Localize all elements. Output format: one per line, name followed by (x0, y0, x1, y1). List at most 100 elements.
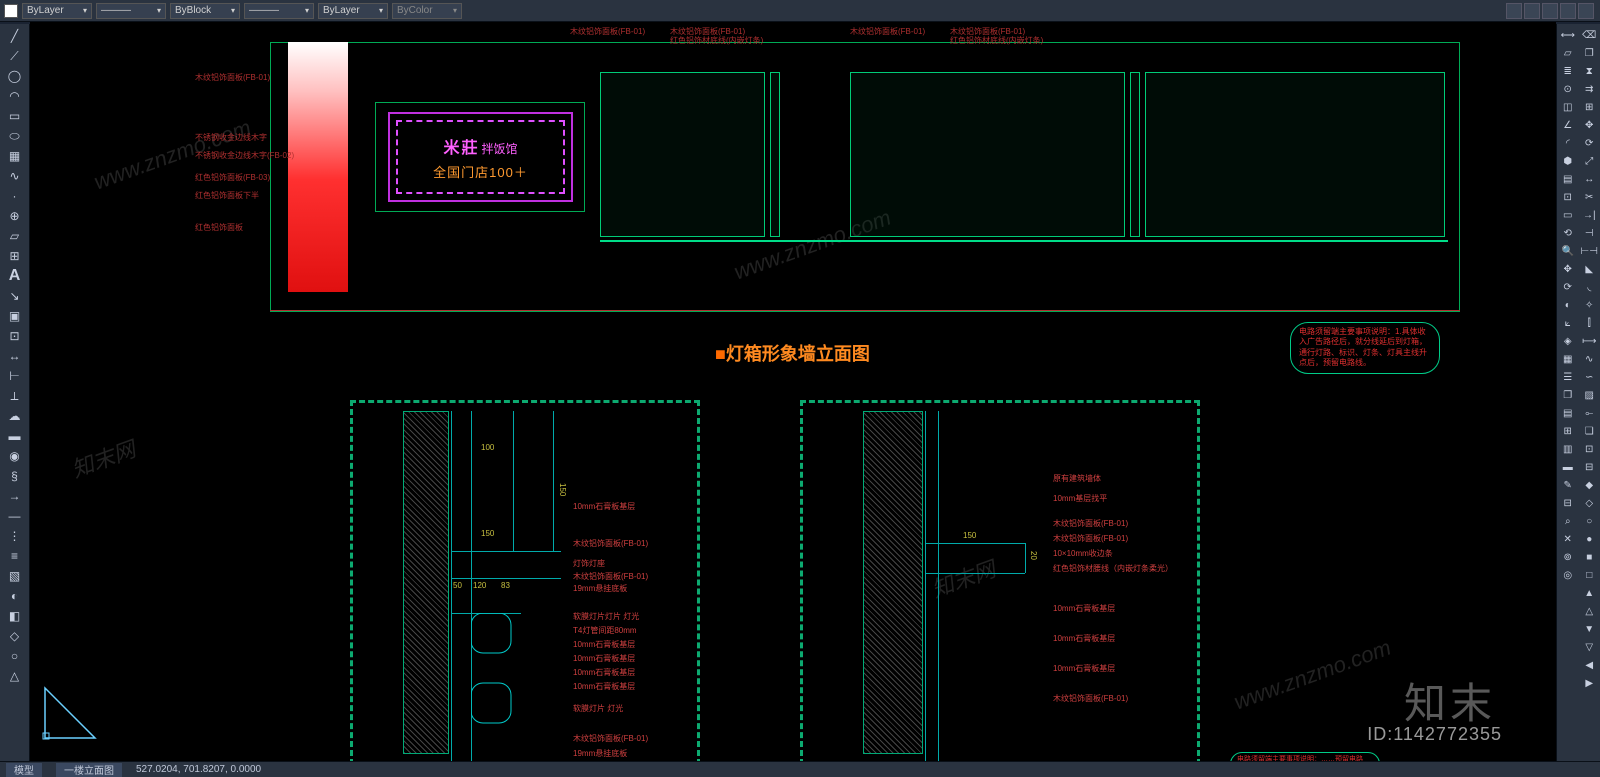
copy-icon[interactable]: ❐ (1579, 44, 1599, 62)
construct-icon[interactable]: ⊕ (2, 206, 28, 226)
massprop-icon[interactable]: ◫ (1558, 98, 1578, 116)
sheet-icon[interactable]: ▬ (1558, 458, 1578, 476)
mirror-icon[interactable]: ⧗ (1579, 62, 1599, 80)
table-icon[interactable]: ⊞ (2, 246, 28, 266)
quickcalc-icon[interactable]: ▤ (1558, 170, 1578, 188)
xline-icon[interactable]: — (2, 506, 28, 526)
circle-icon[interactable]: ◯ (2, 66, 28, 86)
more12-icon[interactable]: ▽ (1579, 638, 1599, 656)
more10-icon[interactable]: △ (1579, 602, 1599, 620)
model-canvas[interactable]: www.znzmo.com 知末网 www.znzmo.com 知末网 www.… (30, 22, 1556, 761)
3d-icon[interactable]: ◈ (1558, 332, 1578, 350)
hatchedit-icon[interactable]: ▨ (1579, 386, 1599, 404)
ucs-icon[interactable]: ⟀ (1558, 314, 1578, 332)
angle-icon[interactable]: ∠ (1558, 116, 1578, 134)
donut-icon[interactable]: ◉ (2, 446, 28, 466)
spline-icon[interactable]: ∿ (2, 166, 28, 186)
tp-icon[interactable]: ▥ (1558, 440, 1578, 458)
id-icon[interactable]: ⊙ (1558, 80, 1578, 98)
layer-icon[interactable]: ❐ (1558, 386, 1578, 404)
prop-icon-2[interactable] (1524, 3, 1540, 19)
mtext-icon[interactable]: A (2, 266, 28, 286)
dim-icon[interactable]: ↔ (2, 346, 28, 366)
mark-icon[interactable]: ✎ (1558, 476, 1578, 494)
matchprop-icon[interactable]: ⟜ (1579, 404, 1599, 422)
explode-icon[interactable]: ✧ (1579, 296, 1599, 314)
fillet-icon[interactable]: ◟ (1579, 278, 1599, 296)
color-dropdown[interactable]: ByColor (392, 3, 462, 19)
spare1-icon[interactable]: ◇ (2, 626, 28, 646)
ray-icon[interactable]: → (2, 486, 28, 506)
dim2-icon[interactable]: ⊢ (2, 366, 28, 386)
more6-icon[interactable]: ● (1579, 530, 1599, 548)
erase-icon[interactable]: ⌫ (1579, 26, 1599, 44)
group-icon[interactable]: ⊡ (1579, 440, 1599, 458)
props-icon[interactable]: ▤ (1558, 404, 1578, 422)
draworder-icon[interactable]: ❏ (1579, 422, 1599, 440)
rotate-icon[interactable]: ⟳ (1579, 134, 1599, 152)
more4-icon[interactable]: ◇ (1579, 494, 1599, 512)
boundary-icon[interactable]: ▧ (2, 566, 28, 586)
lengthen-icon[interactable]: ⟼ (1579, 332, 1599, 350)
zoom-win-icon[interactable]: ▭ (1558, 206, 1578, 224)
block-icon[interactable]: ▣ (2, 306, 28, 326)
more5-icon[interactable]: ○ (1579, 512, 1599, 530)
more14-icon[interactable]: ▶ (1579, 674, 1599, 692)
measure-icon[interactable]: ≡ (2, 546, 28, 566)
gradient-icon[interactable]: ◧ (2, 606, 28, 626)
prop-icon-5[interactable] (1578, 3, 1594, 19)
ellipse-icon[interactable]: ⬭ (2, 126, 28, 146)
dim3-icon[interactable]: ⟂ (2, 386, 28, 406)
pedit-icon[interactable]: ∿ (1579, 350, 1599, 368)
layer2-dropdown[interactable]: ByLayer (318, 3, 388, 19)
lineweight-dropdown[interactable]: ——— (96, 3, 166, 19)
radius-icon[interactable]: ◜ (1558, 134, 1578, 152)
array-icon[interactable]: ⊞ (1579, 98, 1599, 116)
block-dropdown[interactable]: ByBlock (170, 3, 240, 19)
spare3-icon[interactable]: △ (2, 666, 28, 686)
more8-icon[interactable]: □ (1579, 566, 1599, 584)
divide-icon[interactable]: ⋮ (2, 526, 28, 546)
list-icon[interactable]: ≣ (1558, 62, 1578, 80)
prop-icon-3[interactable] (1542, 3, 1558, 19)
dist-icon[interactable]: ⟷ (1558, 26, 1578, 44)
ungroup-icon[interactable]: ⊟ (1579, 458, 1599, 476)
pan-icon[interactable]: ✥ (1558, 260, 1578, 278)
spare2-icon[interactable]: ○ (2, 646, 28, 666)
revision-icon[interactable]: ◐ (2, 586, 28, 606)
insert-icon[interactable]: ⊡ (2, 326, 28, 346)
line-icon[interactable]: ╱ (2, 26, 28, 46)
linetype-dropdown[interactable]: ——— (244, 3, 314, 19)
vs-icon[interactable]: ◐ (1558, 296, 1578, 314)
wipeout-icon[interactable]: ▬ (2, 426, 28, 446)
orbit-icon[interactable]: ⟳ (1558, 278, 1578, 296)
splinedit-icon[interactable]: ∽ (1579, 368, 1599, 386)
layer-dropdown[interactable]: ByLayer (22, 3, 92, 19)
point-icon[interactable]: · (2, 186, 28, 206)
hatch-icon[interactable]: ▦ (2, 146, 28, 166)
prop-icon-4[interactable] (1560, 3, 1576, 19)
more1-icon[interactable]: ⊚ (1558, 548, 1578, 566)
extend-icon[interactable]: →| (1579, 206, 1599, 224)
dbconn-icon[interactable]: ⊟ (1558, 494, 1578, 512)
move-icon[interactable]: ✥ (1579, 116, 1599, 134)
region-icon[interactable]: ▱ (2, 226, 28, 246)
rect-icon[interactable]: ▭ (2, 106, 28, 126)
volume-icon[interactable]: ⬢ (1558, 152, 1578, 170)
polyline-icon[interactable]: ⟋ (2, 46, 28, 66)
align-icon[interactable]: ⫿ (1579, 314, 1599, 332)
color-swatch[interactable] (4, 4, 18, 18)
more11-icon[interactable]: ▼ (1579, 620, 1599, 638)
prop-icon-1[interactable] (1506, 3, 1522, 19)
join-icon[interactable]: ⊢⊣ (1579, 242, 1599, 260)
zoom-ext-icon[interactable]: ⊡ (1558, 188, 1578, 206)
offset-icon[interactable]: ⇉ (1579, 80, 1599, 98)
more9-icon[interactable]: ▲ (1579, 584, 1599, 602)
helix-icon[interactable]: § (2, 466, 28, 486)
dc-icon[interactable]: ⊞ (1558, 422, 1578, 440)
named-icon[interactable]: ☰ (1558, 368, 1578, 386)
more13-icon[interactable]: ◀ (1579, 656, 1599, 674)
clean-icon[interactable]: ✕ (1558, 530, 1578, 548)
break-icon[interactable]: ⊣ (1579, 224, 1599, 242)
zoom-prev-icon[interactable]: ⟲ (1558, 224, 1578, 242)
